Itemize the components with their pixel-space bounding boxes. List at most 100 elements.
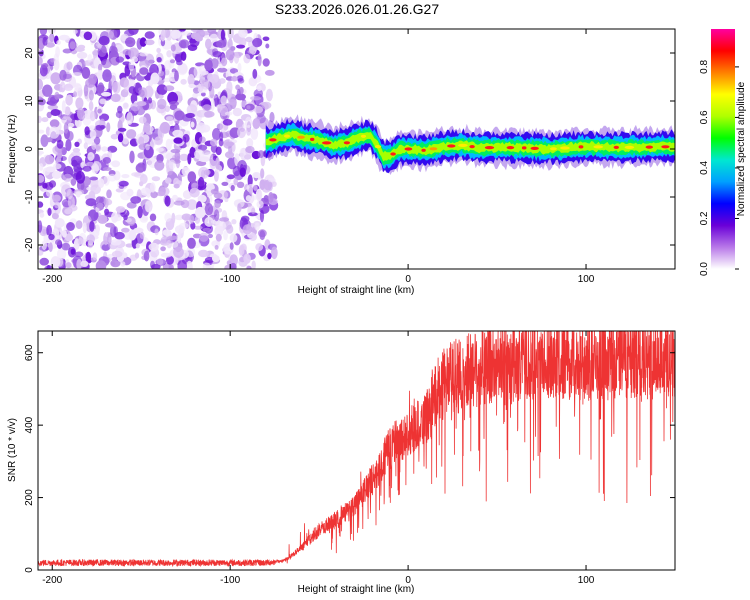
noise-blob (185, 112, 195, 119)
noise-blob (63, 122, 69, 134)
noise-blob (82, 222, 87, 234)
noise-blob (61, 242, 71, 251)
noise-blob (246, 138, 254, 148)
noise-blob (246, 265, 252, 269)
noise-blob (88, 100, 94, 111)
noise-blob (145, 200, 152, 213)
noise-blob (198, 176, 205, 189)
noise-blob (72, 72, 82, 77)
noise-blob (179, 222, 189, 229)
noise-blob (216, 40, 227, 48)
noise-blob (233, 51, 240, 64)
noise-blob (156, 47, 161, 54)
noise-blob (199, 64, 207, 77)
noise-blob (38, 174, 45, 183)
noise-blob (143, 250, 150, 262)
noise-blob (204, 216, 214, 227)
noise-blob (98, 63, 103, 72)
snr-series-line (38, 331, 675, 568)
noise-blob (139, 67, 149, 75)
noise-blob (107, 150, 112, 160)
snr-panel: -200 -100 0 100 0 200 400 600 Height of straig… (7, 330, 676, 595)
noise-blob (173, 137, 183, 144)
noise-blob (150, 72, 160, 85)
noise-blob (128, 86, 136, 94)
noise-blob (179, 153, 189, 162)
noise-blob (235, 84, 241, 91)
noise-blob (54, 201, 60, 209)
signal-peak (613, 145, 619, 149)
noise-blob (117, 133, 124, 143)
noise-blob (39, 64, 48, 77)
noise-blob (48, 126, 60, 139)
noise-blob (54, 91, 60, 100)
noise-blob (117, 127, 127, 132)
noise-blob (245, 146, 255, 154)
noise-blob (246, 105, 251, 110)
noise-blob (167, 170, 176, 177)
noise-blob (247, 174, 253, 187)
noise-blob (46, 137, 53, 143)
noise-blob (227, 29, 234, 39)
noise-blob (203, 152, 214, 160)
noise-blob (138, 136, 145, 145)
colorbar-tick-label: 0.4 (699, 161, 710, 175)
noise-blob (150, 182, 156, 193)
noise-blob (107, 232, 112, 246)
noise-blob (50, 72, 61, 85)
noise-blob (262, 58, 270, 67)
noise-blob (255, 188, 263, 202)
noise-blob (125, 243, 134, 248)
noise-blob (46, 224, 52, 237)
noise-blob (106, 122, 111, 133)
noise-blob (115, 56, 125, 63)
noise-blob (239, 167, 246, 177)
noise-blob (92, 252, 98, 261)
noise-blob (126, 112, 133, 125)
snr-x-tick-label: -200 (42, 575, 62, 586)
noise-blob (111, 160, 121, 168)
noise-blob (135, 163, 146, 173)
noise-blob (72, 91, 78, 98)
noise-blob (74, 141, 80, 147)
noise-blob (229, 68, 239, 74)
noise-blob (213, 209, 220, 222)
noise-blob (96, 202, 104, 209)
noise-blob (74, 83, 82, 92)
noise-blob (129, 254, 138, 261)
noise-blob (191, 29, 200, 32)
noise-blob (238, 29, 248, 38)
noise-blob (92, 50, 100, 56)
noise-blob (237, 203, 242, 213)
noise-blob (151, 176, 161, 182)
signal-peak (469, 145, 475, 149)
noise-blob (122, 49, 132, 56)
noise-blob (209, 33, 219, 42)
noise-blob (204, 110, 215, 118)
noise-blob (213, 169, 219, 182)
noise-blob (217, 67, 228, 73)
noise-blob (223, 230, 228, 241)
noise-blob (47, 207, 52, 216)
noise-blob (61, 230, 67, 238)
noise-blob (187, 171, 197, 183)
noise-blob (163, 29, 171, 39)
noise-blob (193, 225, 203, 230)
noise-blob (199, 30, 211, 36)
noise-blob (197, 81, 204, 93)
noise-blob (225, 49, 235, 61)
noise-blob (259, 230, 266, 241)
noise-blob (166, 50, 172, 58)
noise-blob (245, 36, 253, 43)
noise-blob (194, 149, 204, 160)
noise-blob (42, 36, 48, 46)
noise-blob (160, 252, 172, 258)
noise-blob (99, 118, 106, 127)
spectrogram-y-tick-label: 20 (24, 47, 35, 59)
noise-blob (85, 78, 96, 88)
noise-blob (139, 52, 149, 57)
noise-blob (186, 260, 193, 269)
noise-blob (76, 51, 88, 59)
noise-blob (55, 46, 60, 58)
noise-blob (187, 237, 196, 249)
